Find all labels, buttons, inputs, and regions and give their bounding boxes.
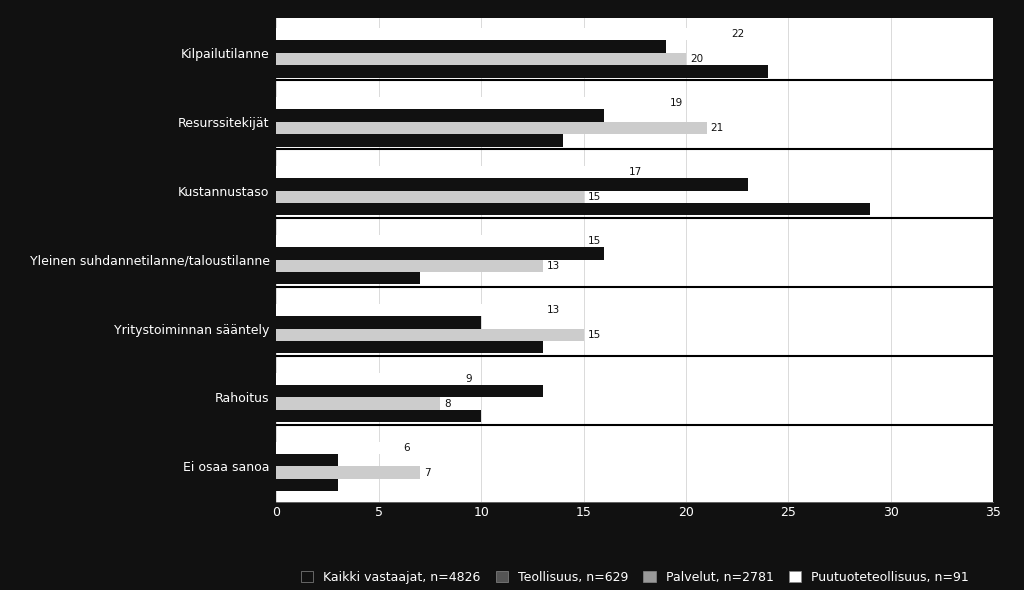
Bar: [276, 441, 399, 454]
Text: 20: 20: [690, 54, 703, 64]
Text: 19: 19: [670, 42, 683, 52]
Bar: [276, 247, 604, 260]
Bar: [276, 178, 748, 191]
Bar: [276, 385, 543, 398]
Bar: [276, 53, 686, 65]
Text: 7: 7: [424, 273, 430, 283]
Text: 3: 3: [342, 480, 348, 490]
Text: 17: 17: [629, 167, 642, 177]
Text: 15: 15: [588, 330, 601, 340]
Text: 10: 10: [485, 317, 499, 327]
Text: 14: 14: [567, 135, 581, 145]
Bar: [276, 478, 338, 491]
Text: 7: 7: [424, 467, 430, 477]
Bar: [276, 454, 338, 466]
Text: 15: 15: [588, 192, 601, 202]
Bar: [276, 341, 543, 353]
Text: 9: 9: [465, 374, 471, 384]
Text: 24: 24: [772, 67, 785, 77]
Text: 13: 13: [547, 305, 560, 315]
Text: 16: 16: [608, 248, 622, 258]
Text: 13: 13: [547, 386, 560, 396]
Text: 19: 19: [670, 98, 683, 108]
Bar: [276, 122, 707, 134]
Text: 29: 29: [874, 204, 888, 214]
Text: 6: 6: [403, 442, 410, 453]
Bar: [276, 41, 666, 53]
Text: 15: 15: [588, 236, 601, 246]
Bar: [276, 373, 461, 385]
Bar: [276, 134, 563, 146]
Text: 22: 22: [731, 30, 744, 40]
Bar: [276, 109, 604, 122]
Text: 10: 10: [485, 411, 499, 421]
Bar: [276, 398, 440, 410]
Legend: Kaikki vastaajat, n=4826, Teollisuus, n=629, Palvelut, n=2781, Puutuoteteollisuu: Kaikki vastaajat, n=4826, Teollisuus, n=…: [301, 571, 969, 584]
Bar: [276, 272, 420, 284]
Bar: [276, 65, 768, 78]
Text: 16: 16: [608, 110, 622, 120]
Text: 21: 21: [711, 123, 724, 133]
Bar: [276, 410, 481, 422]
Bar: [276, 203, 870, 215]
Text: 13: 13: [547, 342, 560, 352]
Bar: [276, 28, 727, 41]
Bar: [276, 329, 584, 341]
Text: 13: 13: [547, 261, 560, 271]
Bar: [276, 191, 584, 203]
Bar: [276, 316, 481, 329]
Bar: [276, 304, 543, 316]
Text: 23: 23: [752, 179, 765, 189]
Bar: [276, 235, 584, 247]
Text: 8: 8: [444, 399, 451, 409]
Bar: [276, 466, 420, 478]
Bar: [276, 260, 543, 272]
Text: 3: 3: [342, 455, 348, 465]
Bar: [276, 166, 625, 178]
Bar: [276, 97, 666, 109]
